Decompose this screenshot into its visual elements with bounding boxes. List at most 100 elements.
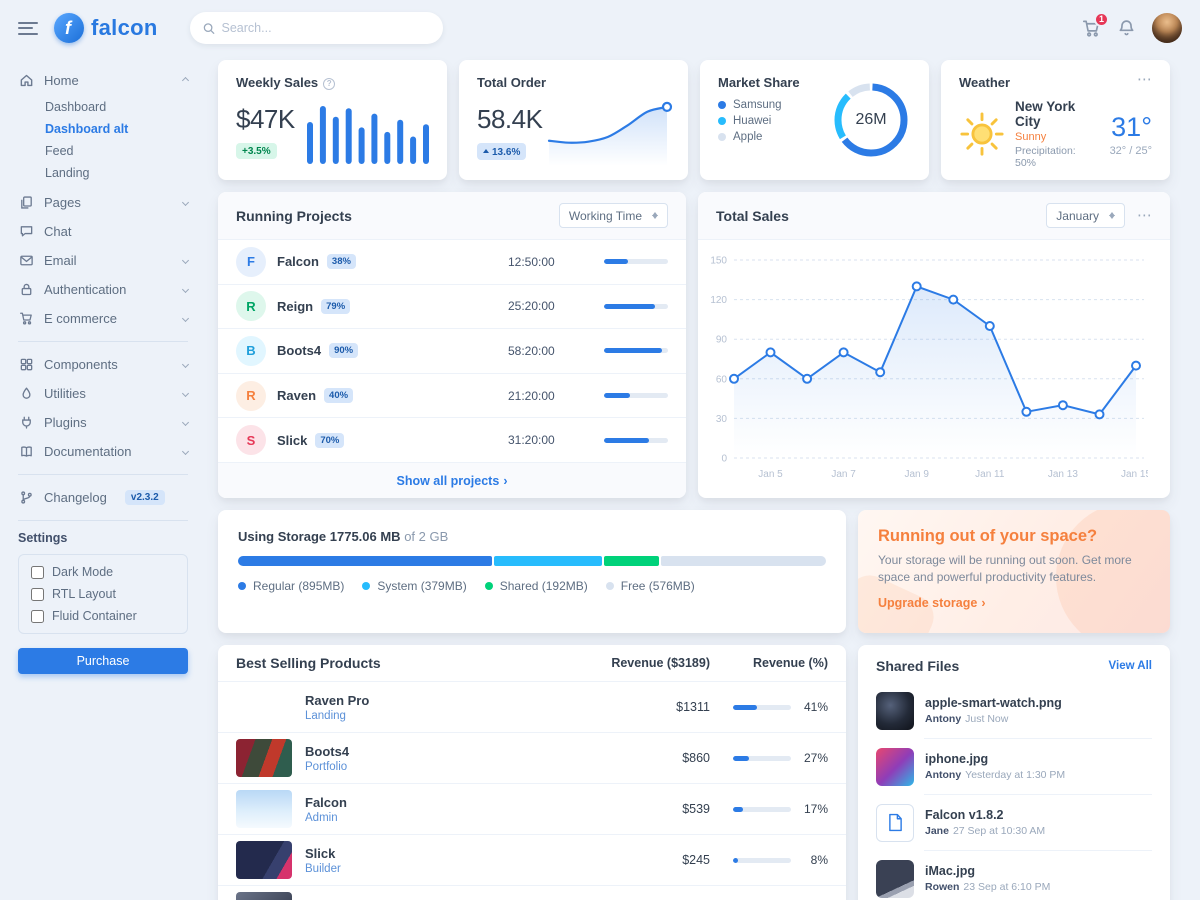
- project-avatar: R: [236, 291, 266, 322]
- market-share-legend: Samsung Huawei Apple: [718, 99, 911, 143]
- table-row-partial: [218, 886, 846, 900]
- sidebar-item-label: E commerce: [44, 311, 117, 326]
- pages-icon: [18, 195, 34, 210]
- product-name[interactable]: Raven Pro: [305, 692, 370, 708]
- product-thumbnail: [236, 688, 292, 726]
- list-item: B Boots4 90% 58:20:00: [218, 329, 686, 374]
- column-revenue-percent: Revenue (%): [752, 656, 828, 670]
- weekly-sales-change-badge: +3.5%: [236, 143, 277, 159]
- product-category[interactable]: Portfolio: [305, 760, 348, 773]
- sidebar-item-pages[interactable]: Pages: [18, 188, 190, 217]
- file-name[interactable]: iphone.jpg: [925, 752, 989, 766]
- product-category[interactable]: Landing: [305, 709, 346, 722]
- revenue-progress-bar: [733, 704, 791, 710]
- legend-item: Huawei: [718, 115, 911, 127]
- product-name[interactable]: Falcon: [305, 794, 347, 810]
- project-progress-bar: [604, 393, 668, 399]
- list-item: S Slick 70% 31:20:00: [218, 418, 686, 462]
- legend-dot: [362, 582, 371, 590]
- file-name[interactable]: apple-smart-watch.png: [925, 696, 1062, 710]
- view-all-link[interactable]: View All: [1108, 660, 1152, 672]
- project-progress-badge: 40%: [324, 388, 354, 404]
- weather-temperature: 31°: [1111, 111, 1152, 142]
- sidebar-item-chat[interactable]: Chat: [18, 217, 188, 246]
- sidebar-item-home[interactable]: Home: [18, 66, 190, 95]
- search-bar[interactable]: [189, 12, 443, 44]
- sidebar-item-dashboard[interactable]: Dashboard: [45, 100, 107, 114]
- best-selling-products-card: Best Selling Products Revenue ($3189) Re…: [218, 645, 846, 900]
- sidebar-item-plugins[interactable]: Plugins: [18, 408, 190, 437]
- sidebar-item-changelog[interactable]: Changelog v2.3.2: [18, 483, 188, 512]
- cart-button[interactable]: 1: [1082, 11, 1109, 38]
- dark-mode-checkbox[interactable]: [31, 565, 44, 579]
- product-category[interactable]: Admin: [305, 811, 338, 824]
- svg-text:Jan 13: Jan 13: [1048, 469, 1078, 480]
- fluid-container-checkbox[interactable]: [31, 609, 44, 623]
- project-name[interactable]: Reign: [277, 298, 314, 314]
- project-time: 31:20:00: [508, 433, 555, 448]
- sidebar-item-ecommerce[interactable]: E commerce: [18, 304, 190, 333]
- rtl-layout-toggle[interactable]: RTL Layout: [31, 587, 175, 601]
- search-input[interactable]: [221, 21, 430, 35]
- sidebar-item-utilities[interactable]: Utilities: [18, 379, 190, 408]
- product-category[interactable]: Builder: [305, 862, 341, 875]
- svg-text:120: 120: [710, 295, 727, 306]
- project-progress-bar: [604, 303, 668, 309]
- sidebar-toggle-button[interactable]: [18, 21, 38, 35]
- book-icon: [18, 444, 34, 459]
- select-caret-icon: [652, 209, 658, 222]
- sidebar-item-label: Pages: [44, 195, 81, 210]
- upgrade-storage-link[interactable]: Upgrade storage: [878, 596, 986, 610]
- ellipsis-menu-icon[interactable]: [1137, 75, 1152, 85]
- user-avatar[interactable]: [1152, 13, 1182, 43]
- product-name[interactable]: Boots4: [305, 743, 350, 759]
- home-submenu: Dashboard Dashboard alt Feed Landing: [18, 96, 188, 184]
- navbar-actions: 1: [1082, 11, 1182, 43]
- total-sales-title: Total Sales: [716, 207, 789, 224]
- purchase-button[interactable]: Purchase: [18, 648, 188, 674]
- document-icon: [888, 813, 902, 832]
- file-thumbnail: [876, 691, 914, 730]
- select-value: January: [1056, 208, 1099, 223]
- file-name[interactable]: iMac.jpg: [925, 864, 976, 878]
- ellipsis-menu-icon[interactable]: [1137, 211, 1152, 221]
- total-sales-card: Total Sales January 0 30 60 90 120 150 Jan 5 Ja…: [698, 192, 1170, 498]
- file-time: 23 Sep at 6:10 PM: [963, 881, 1051, 893]
- file-name[interactable]: Falcon v1.8.2: [925, 808, 1004, 822]
- sidebar-item-label: Email: [44, 253, 77, 268]
- falcon-logo[interactable]: falcon: [54, 13, 158, 43]
- help-icon[interactable]: [323, 77, 336, 90]
- dark-mode-toggle[interactable]: Dark Mode: [31, 565, 175, 579]
- column-revenue: Revenue ($3189): [611, 656, 710, 670]
- product-thumbnail: [236, 892, 292, 900]
- total-order-value: 58.4K: [477, 104, 543, 134]
- legend-item: Shared (192MB): [484, 579, 588, 593]
- email-icon: [18, 253, 34, 268]
- select-value: Working Time: [568, 208, 642, 223]
- sidebar-item-components[interactable]: Components: [18, 350, 190, 379]
- sidebar-item-email[interactable]: Email: [18, 246, 190, 275]
- working-time-select[interactable]: Working Time: [558, 203, 668, 228]
- project-name[interactable]: Falcon: [277, 254, 319, 270]
- sidebar-item-documentation[interactable]: Documentation: [18, 437, 190, 466]
- list-item: iMac.jpg Rowen 23 Sep at 6:10 PM: [858, 851, 1170, 900]
- chevron-down-icon: [181, 314, 190, 323]
- sidebar-item-landing[interactable]: Landing: [45, 166, 90, 180]
- sidebar-item-feed[interactable]: Feed: [45, 144, 74, 158]
- list-item: Falcon v1.8.2 Jane 27 Sep at 10:30 AM: [858, 795, 1170, 850]
- show-all-projects-link[interactable]: Show all projects: [397, 474, 508, 488]
- rtl-layout-checkbox[interactable]: [31, 587, 44, 601]
- revenue-percent: 17%: [803, 802, 828, 816]
- month-select[interactable]: January: [1046, 203, 1125, 228]
- fluid-container-toggle[interactable]: Fluid Container: [31, 609, 175, 623]
- sidebar-item-authentication[interactable]: Authentication: [18, 275, 190, 304]
- project-name[interactable]: Slick: [277, 432, 308, 448]
- project-name[interactable]: Boots4: [277, 343, 322, 359]
- sidebar-item-label: Changelog: [44, 490, 107, 505]
- total-order-title: Total Order: [477, 75, 547, 90]
- sidebar-item-dashboard-alt[interactable]: Dashboard alt: [45, 122, 129, 136]
- project-name[interactable]: Raven: [277, 388, 317, 404]
- notifications-button[interactable]: [1117, 19, 1136, 38]
- falcon-logo-icon: [54, 13, 84, 43]
- product-name[interactable]: Slick: [305, 845, 336, 861]
